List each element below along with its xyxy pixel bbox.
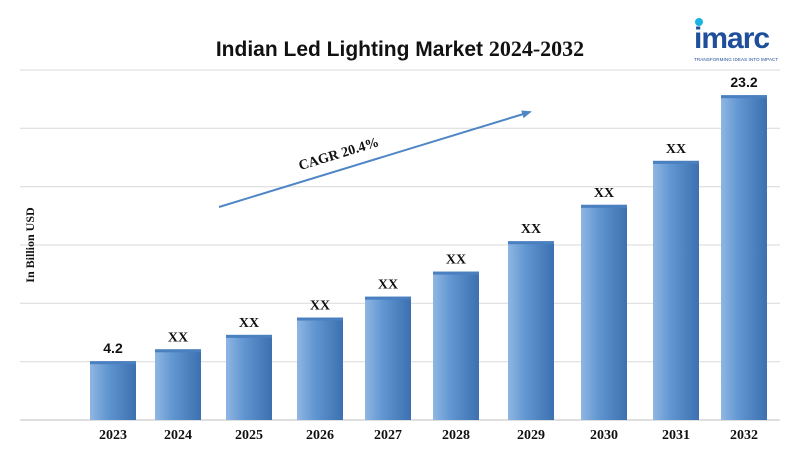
- y-axis-label: In Billion USD: [23, 207, 37, 283]
- data-label-2028: XX: [446, 253, 466, 268]
- x-tick-2023: 2023: [99, 428, 127, 443]
- bar-2024: [155, 349, 201, 420]
- bar-top-2025: [226, 334, 272, 338]
- x-tick-2025: 2025: [235, 428, 263, 443]
- x-tick-2032: 2032: [730, 428, 758, 443]
- data-label-2023: 4.2: [103, 340, 123, 356]
- bar-top-2027: [365, 296, 411, 300]
- bar-2029: [508, 241, 554, 420]
- chart-title-text: Indian Led Lighting Market: [215, 38, 483, 61]
- bars: [90, 95, 767, 421]
- x-tick-2028: 2028: [442, 428, 470, 443]
- bar-2030: [581, 204, 627, 420]
- bar-2032: [721, 95, 767, 420]
- bar-top-2029: [508, 241, 554, 245]
- data-label-2031: XX: [666, 142, 686, 157]
- bar-2026: [297, 317, 343, 420]
- bar-top-2024: [155, 349, 201, 353]
- imarc-logo: imarc TRANSFORMING IDEAS INTO IMPACT: [694, 18, 792, 64]
- logo-word: imarc: [694, 22, 770, 55]
- x-tick-2024: 2024: [164, 428, 192, 443]
- bar-2031: [653, 160, 699, 421]
- x-tick-labels: 2023 2024 2025 2026 2027 2028 2029 2030 2031 2032: [99, 428, 758, 443]
- data-label-2027: XX: [378, 278, 398, 293]
- bar-top-2023: [90, 361, 136, 365]
- data-label-2024: XX: [168, 330, 188, 345]
- chart-title: Indian Led Lighting Market 2024-2032: [0, 36, 800, 62]
- cagr-arrow: [218, 110, 532, 208]
- bar-top-2031: [653, 160, 699, 164]
- x-tick-2026: 2026: [306, 428, 334, 443]
- bar-top-2026: [297, 317, 343, 321]
- x-tick-2031: 2031: [662, 428, 690, 443]
- bar-top-2028: [433, 271, 479, 275]
- logo-dot: [695, 18, 703, 26]
- data-label-2025: XX: [239, 316, 259, 331]
- bar-2028: [433, 271, 479, 420]
- data-label-2029: XX: [521, 222, 541, 237]
- bar-2027: [365, 296, 411, 420]
- logo-tagline: TRANSFORMING IDEAS INTO IMPACT: [694, 57, 779, 62]
- bar-2025: [226, 334, 272, 420]
- data-labels: 4.2 XX XX XX XX XX XX XX XX 23.2: [103, 74, 758, 356]
- x-tick-2030: 2030: [590, 428, 618, 443]
- data-label-2030: XX: [594, 186, 614, 201]
- bar-top-2030: [581, 204, 627, 208]
- chart-title-years: 2024-2032: [488, 36, 585, 61]
- cagr-label: CAGR 20.4%: [297, 135, 381, 174]
- x-tick-2029: 2029: [517, 428, 545, 443]
- data-label-2032: 23.2: [730, 74, 757, 90]
- bar-top-2032: [721, 95, 767, 99]
- data-label-2026: XX: [310, 299, 330, 314]
- bar-2023: [90, 361, 136, 420]
- x-tick-2027: 2027: [374, 428, 402, 443]
